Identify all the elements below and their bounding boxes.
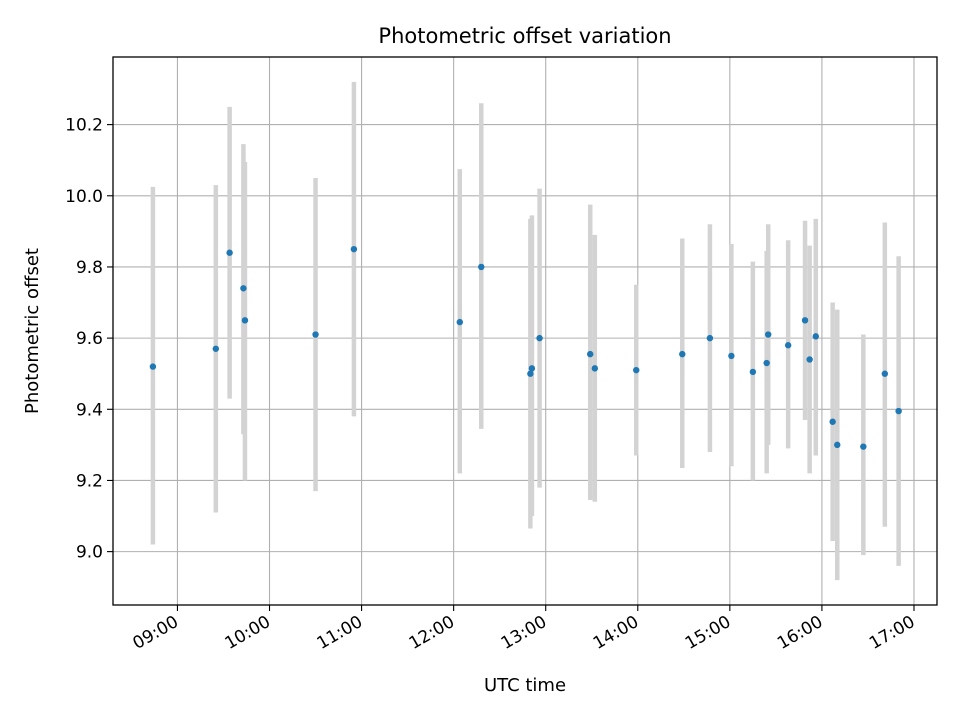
data-point: [478, 263, 485, 271]
plot-frame: [112, 56, 938, 606]
data-point: [350, 245, 358, 253]
data-point: [456, 318, 463, 326]
data-point: [895, 407, 902, 415]
grid: [113, 57, 937, 605]
data-point: [587, 350, 594, 358]
data-point: [528, 365, 536, 372]
y-tick-label: 9.0: [76, 543, 103, 563]
data-point: [212, 345, 220, 352]
data-point: [240, 285, 247, 292]
data-point: [226, 249, 233, 256]
data-point: [633, 366, 640, 374]
data-point: [241, 317, 249, 324]
data-point: [536, 334, 543, 342]
y-tick-label: 9.4: [76, 400, 103, 420]
y-axis-ticks: 9.0 9.2 9.4 9.6 9.8 10.0 10.2: [65, 116, 113, 563]
x-axis-label: UTC time: [484, 675, 566, 696]
data-point: [834, 441, 841, 449]
data-point: [679, 350, 686, 358]
data-point: [706, 334, 714, 342]
chart-title: Photometric offset variation: [378, 24, 671, 48]
y-tick-label: 10.0: [65, 187, 103, 207]
data-point: [829, 418, 836, 425]
y-tick-label: 10.2: [65, 116, 103, 136]
data-point: [591, 365, 599, 372]
data-point: [728, 352, 735, 360]
y-axis-label: Photometric offset: [22, 248, 43, 414]
data-point: [860, 443, 867, 450]
data-points: [149, 245, 902, 450]
data-point: [765, 331, 772, 338]
y-tick-label: 9.2: [76, 471, 103, 491]
y-tick-label: 9.6: [76, 329, 103, 349]
y-tick-label: 9.8: [76, 258, 103, 278]
data-point: [801, 317, 809, 324]
data-point: [784, 342, 792, 349]
data-point: [812, 333, 819, 340]
data-point: [312, 331, 319, 338]
data-point: [806, 356, 813, 363]
data-point: [881, 370, 889, 377]
data-point: [749, 368, 757, 376]
data-point: [527, 370, 534, 377]
data-point: [149, 363, 157, 370]
data-point: [763, 359, 770, 367]
